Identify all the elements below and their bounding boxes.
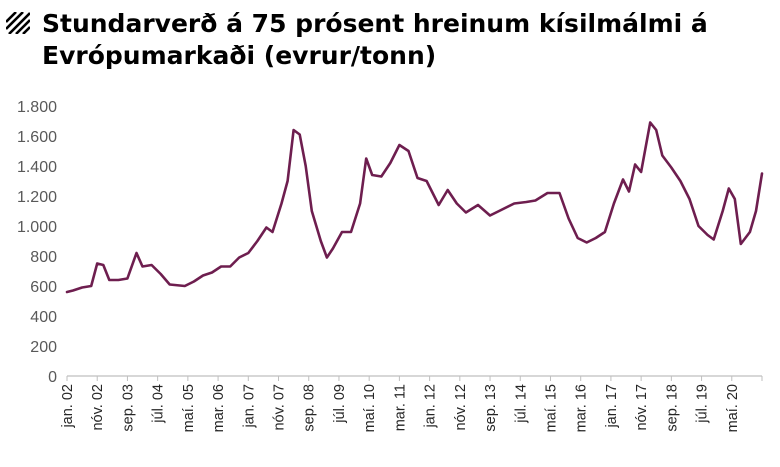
x-tick-label: nóv. 12 [453,384,469,431]
y-tick-label: 1.000 [17,219,57,236]
x-tick-label: jan. 07 [241,384,257,429]
x-tick-label: mar. 16 [574,384,590,432]
y-tick-label: 1.400 [17,159,57,176]
x-tick-label: maí. 05 [181,384,197,432]
price-series-line [65,121,764,294]
x-tick-label: maí. 20 [725,384,741,432]
x-tick-label: júl. 04 [151,384,167,424]
y-axis: 0 200 400 600 800 1.000 1.200 1.400 1.600 1.800 [17,99,57,386]
y-tick-label: 1.200 [17,189,57,206]
x-tick-label: jan. 12 [423,384,439,429]
x-tick-label: nóv. 17 [634,384,650,431]
y-tick-label: 1.800 [17,99,57,116]
x-tick-label: júl. 14 [513,384,529,424]
y-tick-label: 800 [30,249,57,266]
series-layer [65,121,764,294]
x-tick-label: júl. 19 [695,384,711,424]
x-tick-label: mar. 11 [392,384,408,431]
y-tick-label: 400 [30,309,57,326]
x-tick-label: maí. 10 [362,384,378,432]
x-tick-label: nóv. 07 [272,384,288,431]
chart-title-line-1: Stundarverð á 75 prósent hreinum kísilmá… [6,8,766,40]
chart-title-line-2: Evrópumarkaði (evrur/tonn) [42,41,437,70]
x-tick-label: sep. 08 [302,384,318,432]
x-tick-label: jan. 17 [604,384,620,429]
x-tick-label: jan. 02 [60,384,76,429]
x-tick-label: maí. 15 [543,384,559,432]
hatch-pattern-icon [6,12,30,34]
chart-title-text-1: Stundarverð á 75 prósent hreinum kísilmá… [42,9,708,38]
x-tick-label: nóv. 02 [90,384,106,431]
x-tick-label: sep. 13 [483,384,499,432]
x-tick-label: mar. 06 [211,384,227,432]
y-tick-label: 1.600 [17,129,57,146]
chart-title: Stundarverð á 75 prósent hreinum kísilmá… [6,8,766,72]
y-tick-label: 600 [30,279,57,296]
x-tick-label: sep. 03 [120,384,136,432]
x-tick-label: sep. 18 [664,384,680,432]
x-axis: jan. 02 nóv. 02 sep. 03 júl. 04 maí. 05 mar. … [60,375,763,432]
y-tick-label: 0 [48,369,57,386]
x-tick-label: júl. 09 [332,384,348,424]
y-tick-label: 200 [30,339,57,356]
